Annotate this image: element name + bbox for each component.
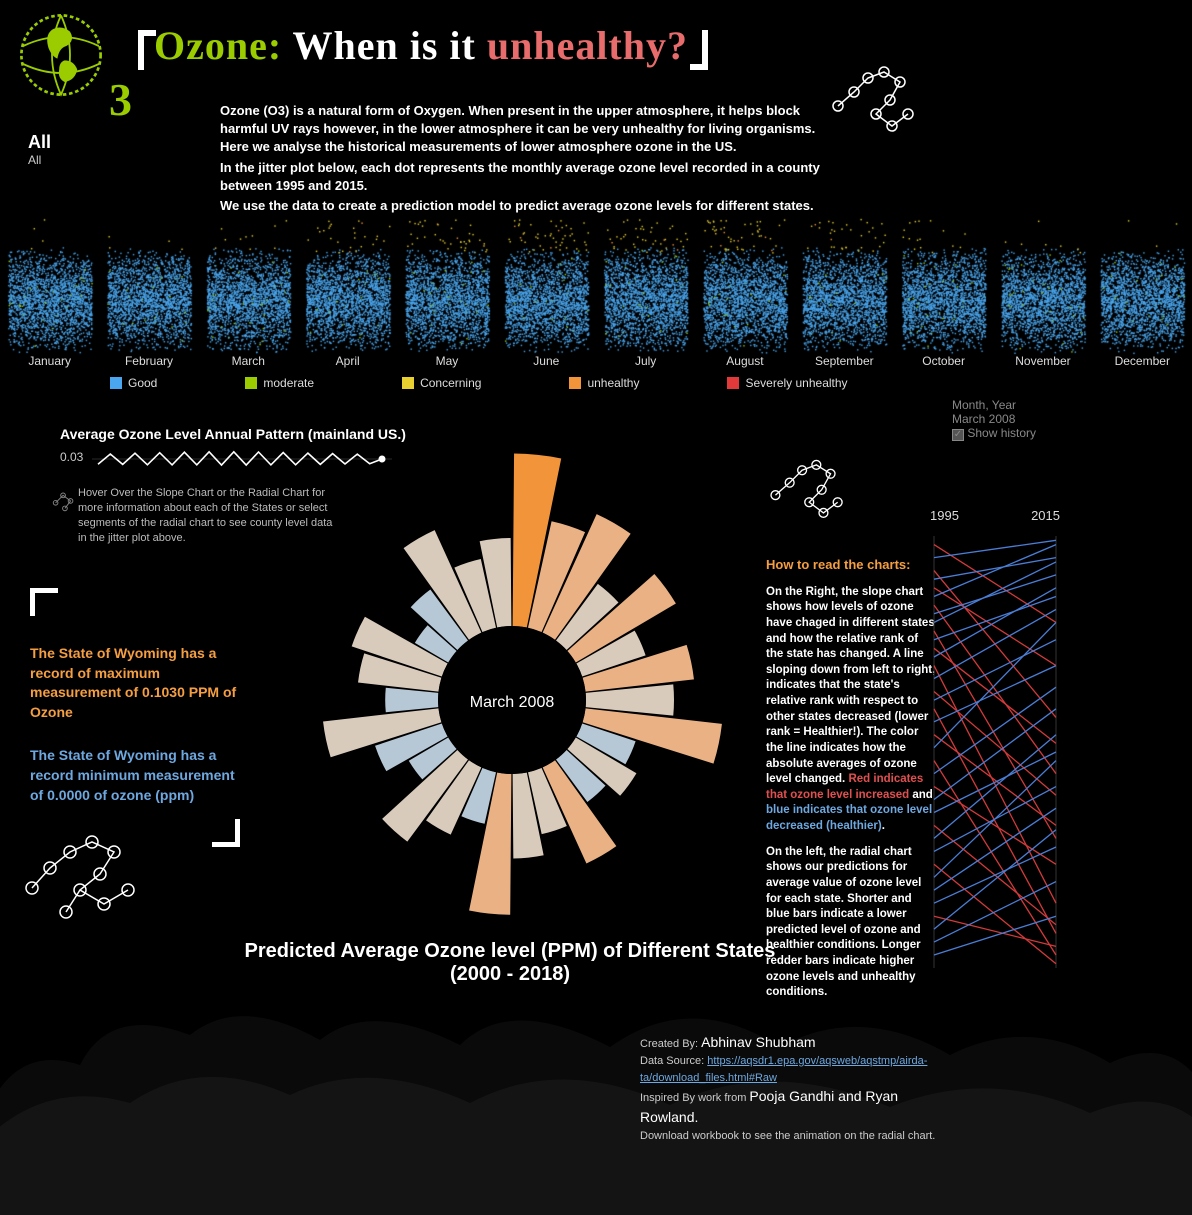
history-checkbox-label: Show history	[967, 426, 1036, 440]
molecule-icon	[828, 62, 928, 152]
intro-p2: In the jitter plot below, each dot repre…	[220, 159, 830, 195]
credits: Created By: Abhinav Shubham Data Source:…	[640, 1032, 940, 1145]
slope-year-left: 1995	[930, 508, 959, 523]
callout-min: The State of Wyoming has a record minimu…	[30, 746, 240, 805]
legend-item[interactable]: unhealthy	[569, 376, 639, 390]
slope-line[interactable]	[934, 588, 1056, 657]
month-label: November	[993, 354, 1092, 368]
molecule-icon	[766, 456, 856, 536]
month-label: April	[298, 354, 397, 368]
slope-line[interactable]	[934, 640, 1056, 701]
legend-item[interactable]: Concerning	[402, 376, 481, 390]
title-bad: unhealthy?	[487, 23, 688, 68]
credits-author: Abhinav Shubham	[701, 1034, 815, 1050]
slope-line[interactable]	[934, 761, 1056, 878]
howto-title: How to read the charts:	[766, 557, 910, 572]
legend-item[interactable]: moderate	[245, 376, 314, 390]
logo-globe: 3	[16, 10, 126, 120]
jitter-legend: Good moderate Concerning unhealthy Severely …	[110, 376, 848, 390]
slope-line[interactable]	[934, 847, 1056, 903]
radial-wedge[interactable]	[385, 688, 438, 712]
credits-download-note: Download workbook to see the animation o…	[640, 1128, 940, 1145]
wyoming-callout: The State of Wyoming has a record of max…	[30, 588, 240, 847]
credits-created-label: Created By:	[640, 1038, 701, 1050]
callout-max: The State of Wyoming has a record of max…	[30, 644, 240, 722]
radial-center-label: March 2008	[462, 694, 562, 712]
month-label: March	[199, 354, 298, 368]
filter-sub: All	[28, 153, 51, 167]
page-title: Ozone: When is it unhealthy?	[138, 22, 708, 70]
slope-line[interactable]	[934, 540, 1056, 557]
slope-year-right: 2015	[1031, 508, 1060, 523]
title-mid: When is it	[282, 23, 487, 68]
slope-line[interactable]	[934, 558, 1056, 580]
month-label: December	[1093, 354, 1192, 368]
slope-line[interactable]	[934, 588, 1056, 666]
jitter-x-axis: JanuaryFebruaryMarchAprilMayJuneJulyAugu…	[0, 354, 1192, 368]
legend-item[interactable]: Good	[110, 376, 157, 390]
history-controls: Month, Year March 2008 ✓ Show history	[952, 398, 1036, 441]
month-label: February	[99, 354, 198, 368]
intro-p3: We use the data to create a prediction m…	[220, 197, 830, 215]
month-label: January	[0, 354, 99, 368]
state-filter[interactable]: All All	[28, 132, 51, 167]
slope-line[interactable]	[934, 609, 1056, 678]
month-label: May	[397, 354, 496, 368]
molecule-mini-icon	[50, 486, 78, 514]
slope-line[interactable]	[934, 575, 1056, 614]
cloud-silhouette	[0, 985, 1192, 1215]
filter-value: All	[28, 132, 51, 153]
legend-item[interactable]: Severely unhealthy	[727, 376, 847, 390]
credits-source-label: Data Source:	[640, 1055, 707, 1067]
intro-p1: Ozone (O3) is a natural form of Oxygen. …	[220, 102, 830, 157]
slope-year-labels: 1995 2015	[930, 508, 1060, 523]
show-history-checkbox[interactable]: ✓ Show history	[952, 426, 1036, 441]
title-ozone: Ozone:	[154, 23, 282, 68]
howto-p1a: On the Right, the slope chart shows how …	[766, 586, 935, 786]
month-label: October	[894, 354, 993, 368]
history-label2: March 2008	[952, 412, 1036, 426]
slope-line[interactable]	[934, 666, 1056, 722]
molecule-icon	[20, 818, 150, 928]
howto-blue: blue indicates that ozone level decrease…	[766, 804, 932, 832]
globe-icon	[16, 10, 106, 100]
slope-chart[interactable]	[928, 532, 1062, 972]
history-label1: Month, Year	[952, 398, 1036, 412]
month-label: September	[795, 354, 894, 368]
predicted-title: Predicted Average Ozone level (PPM) of D…	[220, 940, 800, 986]
slope-line[interactable]	[934, 597, 1056, 640]
slope-line[interactable]	[934, 545, 1056, 623]
slope-line[interactable]	[934, 761, 1056, 955]
annual-pattern-title: Average Ozone Level Annual Pattern (main…	[60, 426, 406, 442]
month-label: August	[695, 354, 794, 368]
slope-line[interactable]	[934, 787, 1056, 865]
month-label: June	[497, 354, 596, 368]
month-label: July	[596, 354, 695, 368]
slope-line[interactable]	[934, 916, 1056, 946]
annual-last-value: 0.03	[60, 450, 83, 464]
slope-line[interactable]	[934, 666, 1056, 904]
slope-line[interactable]	[934, 882, 1056, 943]
jitter-plot[interactable]	[0, 216, 1192, 356]
intro-text: Ozone (O3) is a natural form of Oxygen. …	[220, 102, 830, 217]
credits-inspired-label: Inspired By work from	[640, 1092, 749, 1104]
logo-subscript: 3	[109, 73, 132, 126]
